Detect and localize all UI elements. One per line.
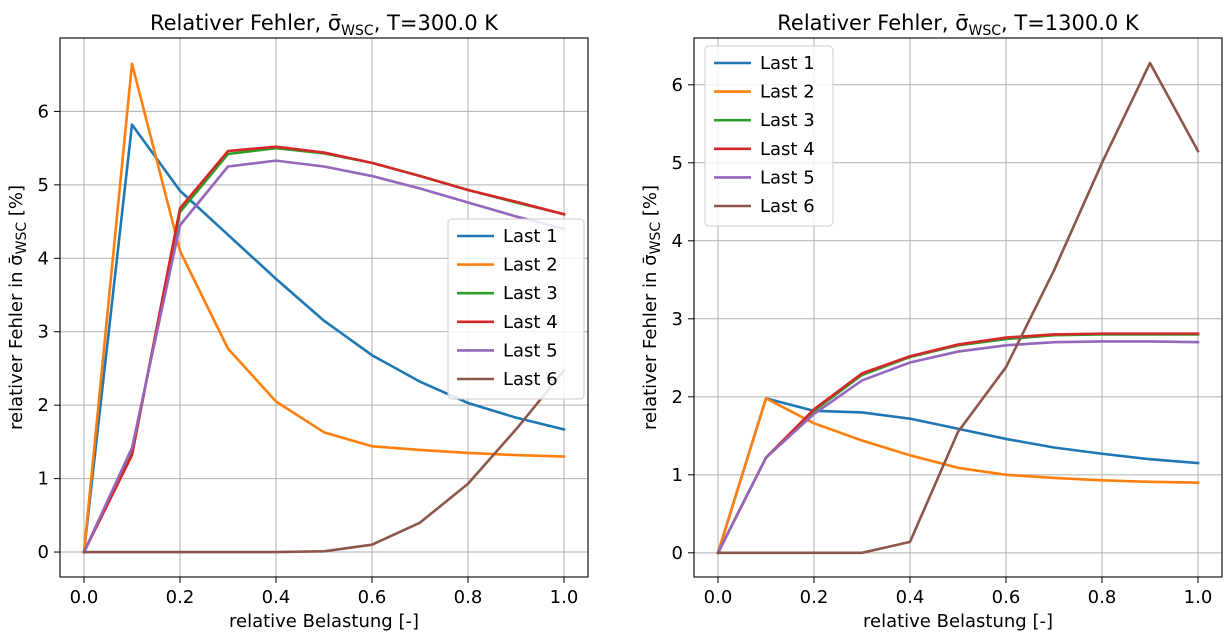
x-tick-label: 0.2: [800, 587, 829, 608]
x-tick-label: 0.0: [70, 587, 99, 608]
series-line-last-4: [716, 332, 1200, 555]
text-part-pre: Relativer Fehler,: [777, 11, 955, 35]
x-tick-label: 0.4: [262, 587, 291, 608]
legend-label: Last 4: [760, 139, 815, 160]
y-tick-label: 1: [672, 465, 683, 486]
y-tick-label: 1: [38, 469, 49, 490]
subscript-text: WSC: [341, 23, 374, 39]
x-tick-label: 1.0: [550, 587, 579, 608]
series-line-last-6: [716, 61, 1200, 555]
plot-frame: [693, 37, 1223, 578]
legend-label: Last 6: [503, 369, 558, 390]
sigma-symbol: σ̄: [955, 11, 968, 35]
chart-title: Relativer Fehler, σ̄WSC, T=300.0 K: [150, 11, 499, 39]
y-tick-label: 0: [38, 542, 49, 563]
sigma-symbol: σ̄: [328, 11, 341, 35]
y-tick-label: 2: [672, 387, 683, 408]
plot-frame: [59, 37, 589, 578]
x-axis-label: relative Belastung [-]: [229, 611, 419, 632]
series-line-last-2: [82, 62, 566, 554]
text-part-post: , T=1300.0 K: [1001, 11, 1140, 35]
y-tick-label: 4: [672, 231, 683, 252]
y-tick-label: 5: [672, 153, 683, 174]
x-tick-label: 0.6: [992, 587, 1021, 608]
legend-label: Last 5: [760, 167, 815, 188]
series-line-last-5: [82, 159, 566, 554]
legend-label: Last 5: [503, 340, 558, 361]
series-line-last-3: [716, 333, 1200, 555]
x-tick-label: 0.2: [166, 587, 195, 608]
x-tick-label: 0.4: [896, 587, 925, 608]
x-tick-label: 1.0: [1184, 587, 1213, 608]
y-tick-label: 4: [38, 248, 49, 269]
chart-panel-1: 0.0 0.2 0.4 0.6 0.8 1.0 0 1 2 3 4 5 6 Relativer Fehle…: [6, 11, 589, 632]
chart-title: Relativer Fehler, σ̄WSC, T=1300.0 K: [777, 11, 1140, 39]
text-part-pre: relativer Fehler in: [640, 266, 661, 430]
series-line-last-1: [716, 397, 1200, 555]
x-tick-label: 0.8: [1088, 587, 1117, 608]
y-axis-label: relativer Fehler in σ̄WSC [%]: [640, 185, 664, 430]
text-part-post: , T=300.0 K: [374, 11, 500, 35]
y-tick-label: 2: [38, 395, 49, 416]
x-axis-label: relative Belastung [-]: [863, 611, 1053, 632]
legend-label: Last 1: [760, 53, 815, 74]
series-line-last-6: [82, 368, 566, 554]
y-tick-label: 6: [672, 75, 683, 96]
legend-label: Last 2: [503, 255, 558, 276]
legend-label: Last 1: [503, 226, 558, 247]
x-tick-label: 0.0: [704, 587, 733, 608]
legend-label: Last 6: [760, 196, 815, 217]
text-part-post: [%]: [640, 185, 661, 222]
legend-label: Last 3: [503, 283, 558, 304]
text-part-pre: relativer Fehler in: [6, 266, 27, 430]
legend: Last 1 Last 2 Last 3 Last 4 Last 5 Last 6: [704, 45, 834, 227]
x-tick-label: 0.8: [454, 587, 483, 608]
y-tick-label: 5: [38, 175, 49, 196]
y-tick-label: 3: [38, 322, 49, 343]
series-line-last-4: [82, 145, 566, 554]
sigma-symbol: σ̄: [640, 254, 661, 265]
series-line-last-5: [716, 340, 1200, 555]
legend-label: Last 4: [503, 312, 558, 333]
y-tick-label: 0: [672, 543, 683, 564]
subscript-text: WSC: [648, 222, 664, 255]
sigma-symbol: σ̄: [6, 254, 27, 265]
text-part-post: [%]: [6, 185, 27, 222]
series-line-last-2: [716, 397, 1200, 555]
text-part-pre: Relativer Fehler,: [150, 11, 328, 35]
x-tick-label: 0.6: [358, 587, 387, 608]
chart-panel-2: 0.0 0.2 0.4 0.6 0.8 1.0 0 1 2 3 4 5 6 Relativer Fehle…: [640, 11, 1223, 632]
legend-label: Last 2: [760, 82, 815, 103]
subscript-text: WSC: [14, 222, 30, 255]
y-tick-label: 3: [672, 309, 683, 330]
y-tick-label: 6: [38, 101, 49, 122]
y-axis-label: relativer Fehler in σ̄WSC [%]: [6, 185, 30, 430]
legend-label: Last 3: [760, 110, 815, 131]
subscript-text: WSC: [969, 23, 1002, 39]
legend: Last 1 Last 2 Last 3 Last 4 Last 5 Last 6: [447, 218, 585, 400]
series-line-last-1: [82, 123, 566, 554]
